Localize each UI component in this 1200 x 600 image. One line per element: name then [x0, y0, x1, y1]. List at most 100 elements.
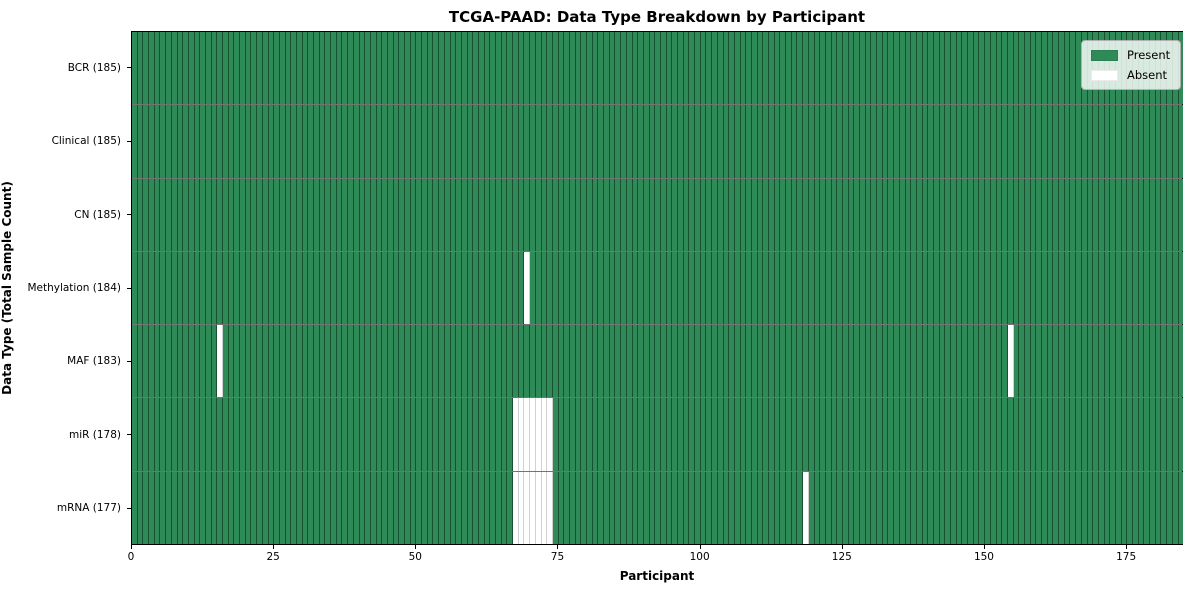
cell-present	[507, 32, 514, 105]
cell-present	[149, 398, 155, 471]
cell-present	[245, 32, 252, 105]
cell-present	[1144, 105, 1151, 178]
cell-present	[177, 398, 184, 471]
cell-present	[1047, 178, 1054, 251]
cell-present	[814, 471, 821, 544]
cell-present	[729, 471, 735, 544]
cell-present	[808, 398, 815, 471]
cell-present	[945, 471, 951, 544]
cell-present	[689, 398, 696, 471]
cell-present	[405, 471, 411, 544]
cell-present	[700, 105, 707, 178]
cell-present	[740, 251, 747, 325]
cell-present	[393, 398, 400, 471]
cell-present	[956, 398, 963, 471]
cell-present	[535, 105, 542, 178]
cell-present	[1036, 398, 1042, 471]
cell-present	[467, 325, 474, 398]
cell-present	[365, 32, 371, 105]
cell-present	[314, 471, 320, 544]
cell-present	[257, 471, 263, 544]
cell-present	[956, 178, 963, 251]
plot-area	[131, 31, 1184, 545]
cell-present	[615, 471, 622, 544]
cell-present	[279, 471, 286, 544]
cell-present	[234, 105, 241, 178]
cell-present	[314, 251, 320, 325]
cell-present	[956, 251, 963, 325]
cell-present	[1013, 105, 1020, 178]
cell-present	[376, 32, 383, 105]
cell-present	[268, 325, 275, 398]
cell-present	[672, 251, 678, 325]
cell-present	[808, 471, 815, 544]
cell-present	[365, 471, 371, 544]
cell-present	[188, 325, 195, 398]
cell-present	[837, 105, 843, 178]
cell-present	[308, 105, 314, 178]
cell-present	[1087, 105, 1094, 178]
cell-present	[877, 32, 883, 105]
cell-present	[387, 325, 394, 398]
cell-present	[439, 32, 445, 105]
cell-present	[1053, 32, 1060, 105]
cell-present	[791, 32, 798, 105]
cell-present	[1127, 398, 1133, 471]
cell-present	[171, 105, 178, 178]
cell-present	[655, 32, 661, 105]
cell-present	[1172, 178, 1179, 251]
cell-present	[399, 178, 405, 251]
cell-present	[632, 325, 639, 398]
cell-present	[439, 105, 445, 178]
x-tick-mark	[273, 545, 275, 549]
cell-present	[1127, 471, 1133, 544]
cell-present	[393, 251, 400, 325]
cell-present	[541, 32, 548, 105]
cell-present	[780, 251, 787, 325]
cell-present	[484, 105, 491, 178]
cell-present	[877, 471, 883, 544]
cell-present	[132, 105, 138, 178]
cell-present	[1081, 251, 1088, 325]
cell-present	[1121, 178, 1128, 251]
cell-present	[729, 32, 735, 105]
cell-present	[336, 471, 343, 544]
cell-present	[558, 32, 565, 105]
cell-present	[1155, 105, 1162, 178]
cell-present	[894, 178, 900, 251]
cell-present	[416, 325, 423, 398]
cell-present	[285, 325, 292, 398]
cell-present	[336, 325, 343, 398]
x-tick-mark	[131, 545, 132, 549]
cell-present	[1007, 32, 1014, 105]
cell-present	[456, 178, 462, 251]
x-tick-label: 0	[127, 551, 135, 563]
cell-present	[461, 32, 468, 105]
cell-present	[928, 178, 934, 251]
cell-present	[1013, 178, 1020, 251]
cell-present	[467, 105, 474, 178]
cell-present	[797, 398, 804, 471]
cell-present	[223, 471, 229, 544]
cell-present	[871, 178, 878, 251]
cell-present	[860, 32, 866, 105]
cell-present	[314, 325, 320, 398]
cell-present	[945, 325, 951, 398]
cell-present	[672, 178, 678, 251]
cell-present	[626, 105, 633, 178]
cell-present	[456, 398, 462, 471]
cell-present	[1104, 398, 1111, 471]
cell-present	[524, 178, 531, 251]
cell-present	[160, 32, 167, 105]
cell-present	[1155, 251, 1162, 325]
cell-present	[865, 32, 872, 105]
cell-present	[626, 251, 633, 325]
cell-present	[274, 105, 280, 178]
cell-present	[1047, 32, 1054, 105]
cell-present	[1053, 471, 1060, 544]
cell-present	[1167, 105, 1173, 178]
cell-present	[552, 471, 559, 544]
cell-present	[370, 325, 377, 398]
legend-swatch-present	[1091, 49, 1118, 61]
cell-present	[200, 32, 206, 105]
